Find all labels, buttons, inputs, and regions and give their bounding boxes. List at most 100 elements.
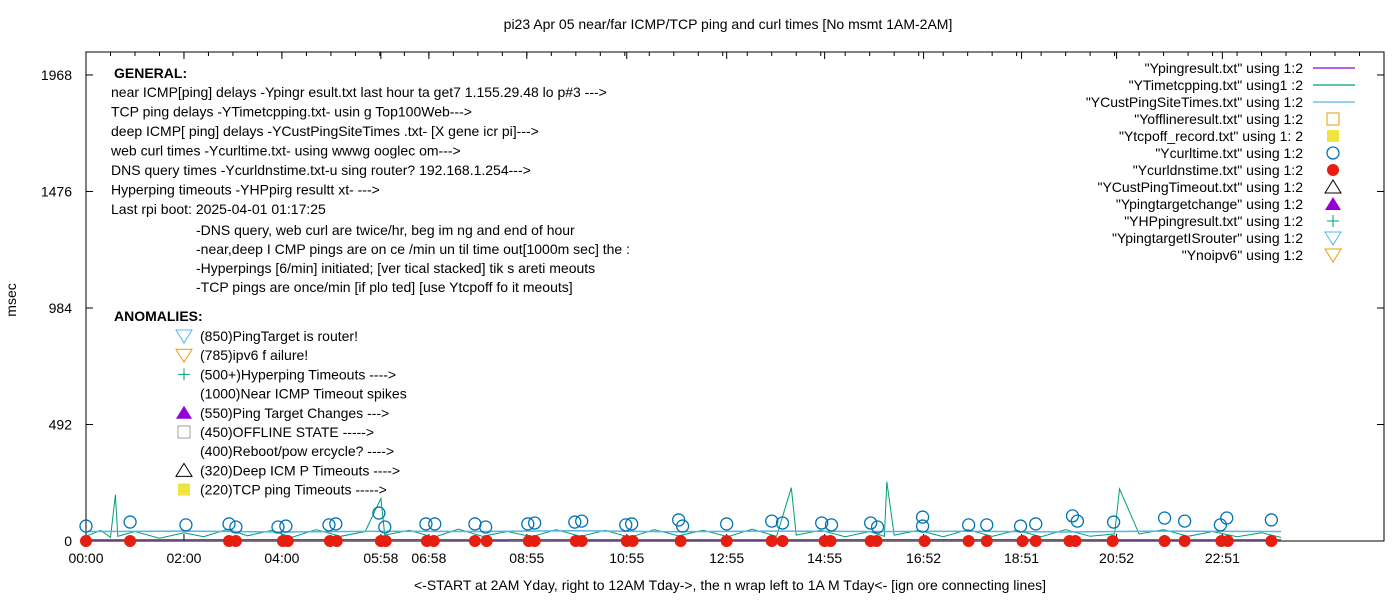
- data-point: [1177, 514, 1192, 528]
- general-line: Last rpi boot: 2025-04-01 01:17:25: [111, 201, 326, 217]
- data-point: [870, 520, 885, 534]
- x-tick-label: 04:00: [264, 550, 299, 566]
- axis-ticks: 0 492 984 1476 1968 00:00 02:00 04:00 05:58 06:58…: [41, 52, 1384, 566]
- data-point: [1221, 535, 1234, 547]
- chart-title: pi23 Apr 05 near/far ICMP/TCP ping and c…: [504, 16, 953, 32]
- x-tick-label: 22:51: [1205, 550, 1240, 566]
- legend-marker-icon: [1324, 248, 1342, 263]
- x-tick-label: 10:55: [609, 550, 644, 566]
- data-point: [1013, 519, 1028, 533]
- data-point: [1178, 535, 1191, 547]
- legend-marker-icon: [1324, 231, 1342, 246]
- legend-label: "YHPpingresult.txt" using 1:2: [1124, 213, 1303, 229]
- general-line: TCP ping delays -YTimetcpping.txt- usin …: [111, 104, 472, 120]
- legend-marker-icon: [1326, 112, 1340, 126]
- annotations: GENERAL: near ICMP[ping] delays -Ypingr e…: [110, 65, 630, 498]
- data-point: [80, 535, 92, 547]
- x-axis-label: <-START at 2AM Yday, right to 12AM Tday-…: [414, 577, 1046, 593]
- y-tick-label: 492: [49, 416, 73, 432]
- y-tick-label: 1476: [41, 183, 72, 199]
- general-line: deep ICMP[ ping] delays -YCustPingSiteTi…: [111, 123, 539, 139]
- data-point: [720, 535, 733, 547]
- data-point: [379, 535, 392, 547]
- x-tick-label: 00:00: [68, 550, 103, 566]
- data-point: [330, 535, 343, 547]
- anomaly-symbol-icon: [178, 368, 190, 381]
- series-layer: [79, 481, 1282, 547]
- legend-label: "YTimetcpping.txt" using1 :2: [1129, 77, 1304, 93]
- data-point: [528, 516, 542, 530]
- data-point: [229, 535, 242, 547]
- data-point: [468, 517, 482, 531]
- data-point: [918, 535, 931, 547]
- data-point: [626, 535, 639, 547]
- legend-label: "Yofflineresult.txt" using 1:2: [1134, 111, 1303, 127]
- data-point: [720, 517, 734, 531]
- x-tick-label: 05:58: [363, 550, 398, 566]
- legend-label: "Ytcpoff_record.txt" using 1: 2: [1119, 128, 1303, 144]
- data-point: [1213, 518, 1228, 532]
- data-point: [124, 535, 137, 547]
- data-point: [568, 515, 582, 529]
- x-tick-label: 16:52: [906, 550, 941, 566]
- anomalies-heading: ANOMALIES:: [114, 308, 203, 324]
- anomaly-item: (1000)Near ICMP Timeout spikes: [200, 386, 407, 402]
- general-line: DNS query times -Ycurldnstime.txt-u sing…: [111, 162, 531, 178]
- anomaly-item: (400)Reboot/pow ercycle? ---->: [200, 443, 394, 459]
- legend-marker-icon: [1326, 146, 1340, 160]
- data-point: [222, 517, 236, 531]
- data-point: [1070, 514, 1085, 528]
- plot-frame: [85, 51, 1385, 542]
- x-tick-label: 18:51: [1004, 550, 1039, 566]
- data-point: [775, 516, 790, 530]
- data-point: [322, 518, 336, 532]
- general-heading: GENERAL:: [114, 65, 187, 81]
- anomaly-symbol-icon: [175, 348, 193, 364]
- legend-marker-icon: [1325, 197, 1341, 210]
- data-point: [419, 517, 433, 531]
- data-point: [1265, 535, 1278, 547]
- anomaly-symbol-icon: [176, 405, 192, 419]
- data-point: [962, 535, 975, 547]
- anomaly-symbol-icon: [175, 462, 193, 477]
- anomaly-item: (550)Ping Target Changes --->: [200, 405, 389, 421]
- anomaly-symbol-icon: [175, 329, 193, 344]
- x-tick-label: 20:52: [1099, 550, 1134, 566]
- general-note: -near,deep I CMP pings are on ce /min un…: [196, 241, 630, 257]
- general-note: -TCP pings are once/min [if plo ted] [us…: [196, 279, 573, 295]
- data-point: [1157, 511, 1172, 525]
- x-tick-label: 08:55: [509, 550, 544, 566]
- y-axis-label: msec: [3, 283, 19, 316]
- legend-label: "YpingtargetISrouter" using 1:2: [1112, 230, 1303, 246]
- data-point: [815, 516, 829, 530]
- data-point: [765, 514, 779, 528]
- data-point: [1220, 511, 1234, 525]
- y-tick-label: 1968: [41, 67, 72, 83]
- legend-marker-icon: [1324, 179, 1342, 194]
- data-point: [765, 535, 778, 547]
- legend-label: "Ynoipv6" using 1:2: [1182, 247, 1303, 263]
- data-point: [870, 535, 883, 547]
- data-point: [279, 519, 293, 533]
- data-point: [1106, 515, 1121, 529]
- data-point: [1065, 509, 1080, 523]
- data-point: [624, 517, 639, 531]
- data-point: [479, 520, 493, 534]
- data-point: [1264, 513, 1278, 527]
- data-point: [980, 518, 994, 532]
- data-point: [915, 510, 930, 524]
- y-tick-label: 0: [64, 533, 72, 549]
- data-point: [179, 518, 193, 532]
- data-point: [1029, 517, 1043, 531]
- legend-label: "Ycurldnstime.txt" using 1:2: [1133, 162, 1303, 178]
- anomaly-item: (785)ipv6 f ailure!: [200, 347, 308, 363]
- data-point: [281, 535, 294, 547]
- legend-label: "Ypingresult.txt" using 1:2: [1145, 60, 1304, 76]
- general-note: -Hyperpings [6/min] initiated; [ver tica…: [196, 260, 595, 276]
- legend-label: "Ypingtargetchange" using 1:2: [1116, 196, 1303, 212]
- data-point: [675, 519, 690, 533]
- data-point: [329, 517, 343, 531]
- y-tick-label: 984: [49, 300, 73, 316]
- data-point: [79, 519, 93, 533]
